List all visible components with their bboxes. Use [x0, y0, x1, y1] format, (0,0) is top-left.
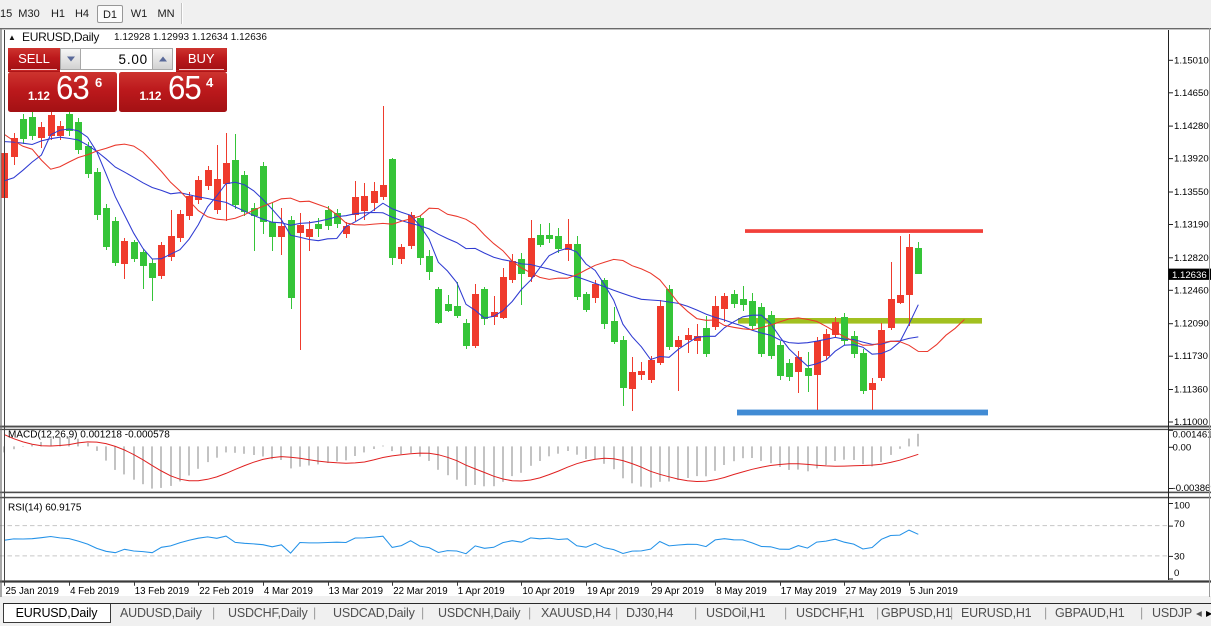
- svg-text:1.13550: 1.13550: [1174, 187, 1209, 198]
- svg-text:5 Jun 2019: 5 Jun 2019: [910, 586, 958, 597]
- svg-text:30: 30: [1174, 552, 1185, 563]
- svg-text:13 Mar 2019: 13 Mar 2019: [329, 586, 383, 597]
- svg-text:1.15010: 1.15010: [1174, 55, 1209, 66]
- svg-text:RSI(14) 60.9175: RSI(14) 60.9175: [8, 503, 82, 514]
- svg-text:29 Apr 2019: 29 Apr 2019: [652, 586, 704, 597]
- svg-text:19 Apr 2019: 19 Apr 2019: [587, 586, 639, 597]
- svg-text:0: 0: [1174, 568, 1179, 579]
- svg-text:0.00: 0.00: [1173, 442, 1192, 453]
- svg-text:27 May 2019: 27 May 2019: [845, 586, 901, 597]
- svg-text:17 May 2019: 17 May 2019: [781, 586, 837, 597]
- svg-text:1.12636: 1.12636: [1172, 270, 1207, 281]
- svg-text:1.14650: 1.14650: [1174, 88, 1209, 99]
- svg-text:70: 70: [1174, 519, 1185, 530]
- svg-text:8 May 2019: 8 May 2019: [716, 586, 767, 597]
- svg-text:25 Jan 2019: 25 Jan 2019: [6, 586, 59, 597]
- svg-text:1.12460: 1.12460: [1174, 285, 1209, 296]
- svg-text:10 Apr 2019: 10 Apr 2019: [522, 586, 574, 597]
- svg-text:1.13190: 1.13190: [1174, 220, 1209, 231]
- svg-text:100: 100: [1174, 501, 1190, 512]
- svg-text:1 Apr 2019: 1 Apr 2019: [458, 586, 505, 597]
- svg-text:22 Mar 2019: 22 Mar 2019: [393, 586, 447, 597]
- svg-text:22 Feb 2019: 22 Feb 2019: [199, 586, 253, 597]
- svg-text:1.11730: 1.11730: [1174, 351, 1208, 362]
- svg-text:13 Feb 2019: 13 Feb 2019: [135, 586, 189, 597]
- svg-text:4 Mar 2019: 4 Mar 2019: [264, 586, 313, 597]
- svg-text:1.12090: 1.12090: [1174, 319, 1209, 330]
- svg-text:MACD(12,26,9) 0.001218 -0.0005: MACD(12,26,9) 0.001218 -0.000578: [8, 430, 170, 441]
- svg-text:1.13920: 1.13920: [1174, 154, 1209, 165]
- svg-text:1.11360: 1.11360: [1174, 385, 1208, 396]
- svg-text:1.14280: 1.14280: [1174, 121, 1209, 132]
- svg-text:1.11000: 1.11000: [1174, 417, 1208, 428]
- svg-text:1.12820: 1.12820: [1174, 253, 1209, 264]
- svg-text:-0.003869: -0.003869: [1173, 483, 1211, 494]
- svg-text:4 Feb 2019: 4 Feb 2019: [70, 586, 119, 597]
- svg-text:0.001461: 0.001461: [1173, 430, 1211, 441]
